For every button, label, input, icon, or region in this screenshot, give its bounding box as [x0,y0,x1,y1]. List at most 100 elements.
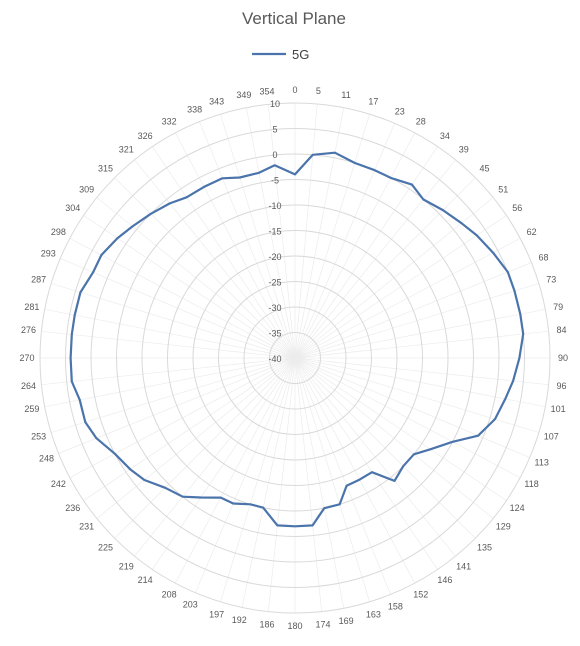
radial-tick-label: -15 [268,227,281,237]
data-point [411,183,413,186]
angle-label: 309 [79,184,94,194]
data-point [100,254,103,256]
data-point [232,502,234,505]
data-point [460,222,463,224]
data-point [429,448,432,451]
grid-ring [269,332,321,384]
angle-label: 56 [512,203,522,213]
grid-ring [243,306,347,410]
data-point [276,524,279,527]
angle-label: 129 [496,522,511,532]
angle-label: 192 [232,615,247,625]
angle-label: 264 [21,381,36,391]
data-point [492,251,494,254]
data-point [239,176,241,179]
radial-tick-label: -10 [268,201,281,211]
angle-label: 259 [24,404,39,414]
data-point [249,503,252,506]
angle-label: 11 [341,90,350,100]
angle-label: 73 [546,275,556,285]
angle-label: 354 [259,87,274,97]
data-point [92,271,94,274]
data-point [131,225,134,228]
angle-label: 39 [459,145,469,155]
angle-label: 101 [551,404,566,414]
data-point [73,314,76,317]
data-point [71,380,73,383]
data-point [129,468,131,471]
data-point [323,507,326,510]
angle-label: 349 [236,90,251,100]
grid-ring [90,153,500,563]
data-point [353,162,356,164]
legend-entry: 5G [292,47,309,62]
data-point [518,357,521,359]
angle-label: 180 [287,621,302,631]
data-point [390,177,392,179]
data-point [203,186,205,188]
angle-label: 34 [440,131,450,141]
angle-label: 293 [41,248,56,258]
angle-label: 253 [31,431,46,441]
grid-ring [218,281,372,435]
angle-label: 158 [388,602,403,612]
angle-label: 225 [98,543,113,553]
data-point [95,437,98,440]
data-point [451,441,454,443]
radial-tick-label: -5 [271,176,279,186]
data-point [294,525,296,528]
angle-label: 304 [65,203,80,213]
angle-label: 17 [368,97,378,107]
angle-label: 214 [138,575,153,585]
data-point [143,479,146,481]
data-point [371,471,373,474]
data-point [312,154,314,156]
angle-label: 298 [51,227,66,237]
angle-label: 23 [395,106,405,116]
data-point [476,234,478,237]
data-point [294,173,296,176]
data-point [513,290,516,292]
angle-label: 186 [259,620,274,630]
data-point [393,480,396,482]
data-point [150,213,152,215]
angle-label: 343 [209,97,224,107]
data-point [507,271,509,273]
angle-label: 236 [65,503,80,513]
angle-label: 146 [437,575,452,585]
angle-label: 203 [183,600,198,610]
data-point [164,487,166,489]
angle-label: 231 [79,522,94,532]
data-point [338,503,341,506]
grid-ring [141,204,449,512]
angle-label: 270 [19,353,34,363]
angle-label: 281 [24,302,39,312]
data-point [413,453,415,456]
data-point [422,198,425,201]
data-point [258,172,260,174]
angle-label: 338 [187,105,202,115]
angle-label: 141 [456,561,471,571]
data-point [345,484,348,487]
angle-label: 287 [31,275,46,285]
angle-label: 90 [558,353,568,363]
angle-label: 248 [39,453,54,463]
radial-tick-label: -25 [268,278,281,288]
radial-tick-label: 0 [272,150,277,160]
angle-label: 51 [498,184,508,194]
angle-label: 107 [544,431,559,441]
data-point [273,164,276,167]
data-point [71,333,73,336]
data-point [494,418,496,420]
angle-label: 332 [162,116,177,126]
angle-label: 219 [119,561,134,571]
angle-label: 197 [209,609,224,619]
data-point [169,202,171,205]
grid-ring [167,230,423,486]
data-point [334,151,336,154]
radial-tick-label: -30 [268,303,281,313]
angle-labels: 0 5 11 17 23 28 34 39 45 51 56 62 68 73 79 84 90 96 101 107… [19,85,568,631]
data-point [200,496,202,499]
angle-label: 174 [315,620,330,630]
